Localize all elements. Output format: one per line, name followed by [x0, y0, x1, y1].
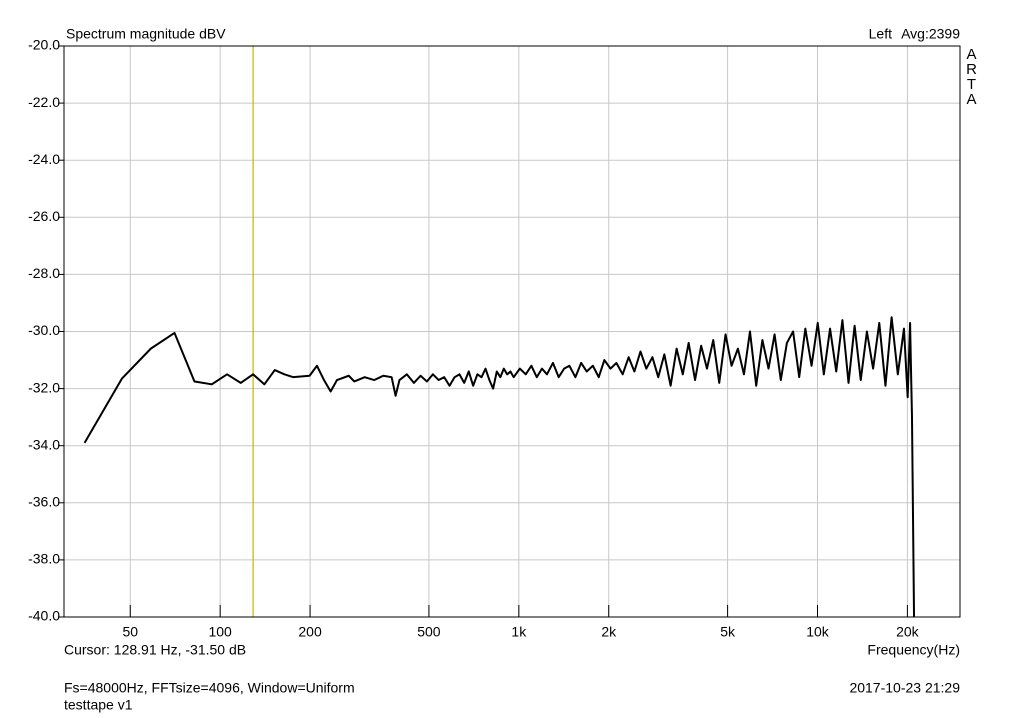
y-tick-label: -34.0: [28, 436, 60, 452]
plot: [83, 46, 916, 617]
y-tick-label: -24.0: [28, 151, 60, 167]
y-tick-label: -26.0: [28, 208, 60, 224]
cursor-readout: Cursor: 128.91 Hz, -31.50 dB: [64, 642, 246, 658]
x-tick-label: 10k: [806, 624, 830, 640]
y-tick-label: -30.0: [28, 322, 60, 338]
x-tick-label: 5k: [720, 624, 736, 640]
y-tick-label: -36.0: [28, 494, 60, 510]
y-tick-label: -32.0: [28, 379, 60, 395]
y-tick-label: -22.0: [28, 94, 60, 110]
x-axis-label: Frequency(Hz): [867, 642, 960, 658]
x-tick-label: 500: [417, 624, 441, 640]
x-tick-label: 200: [298, 624, 322, 640]
y-tick-label: -40.0: [28, 608, 60, 624]
footer-date: 2017-10-23 21:29: [849, 680, 960, 696]
y-tick-label: -38.0: [28, 551, 60, 567]
footer-line: testtape v1: [64, 697, 133, 713]
x-tick-label: 20k: [896, 624, 920, 640]
y-tick-label: -20.0: [28, 37, 60, 53]
side-label: ARTA: [963, 46, 980, 106]
data-line: [83, 316, 916, 617]
footer-line: Fs=48000Hz, FFTsize=4096, Window=Uniform: [64, 680, 355, 696]
legend-entry: Left: [869, 26, 892, 42]
x-tick-label: 50: [122, 624, 138, 640]
x-tick-label: 100: [208, 624, 232, 640]
x-tick-label: 1k: [511, 624, 527, 640]
channel-info: Avg:2399: [901, 26, 960, 42]
chart-title: Spectrum magnitude dBV: [66, 26, 226, 42]
y-tick-label: -28.0: [28, 265, 60, 281]
x-tick-label: 2k: [601, 624, 617, 640]
